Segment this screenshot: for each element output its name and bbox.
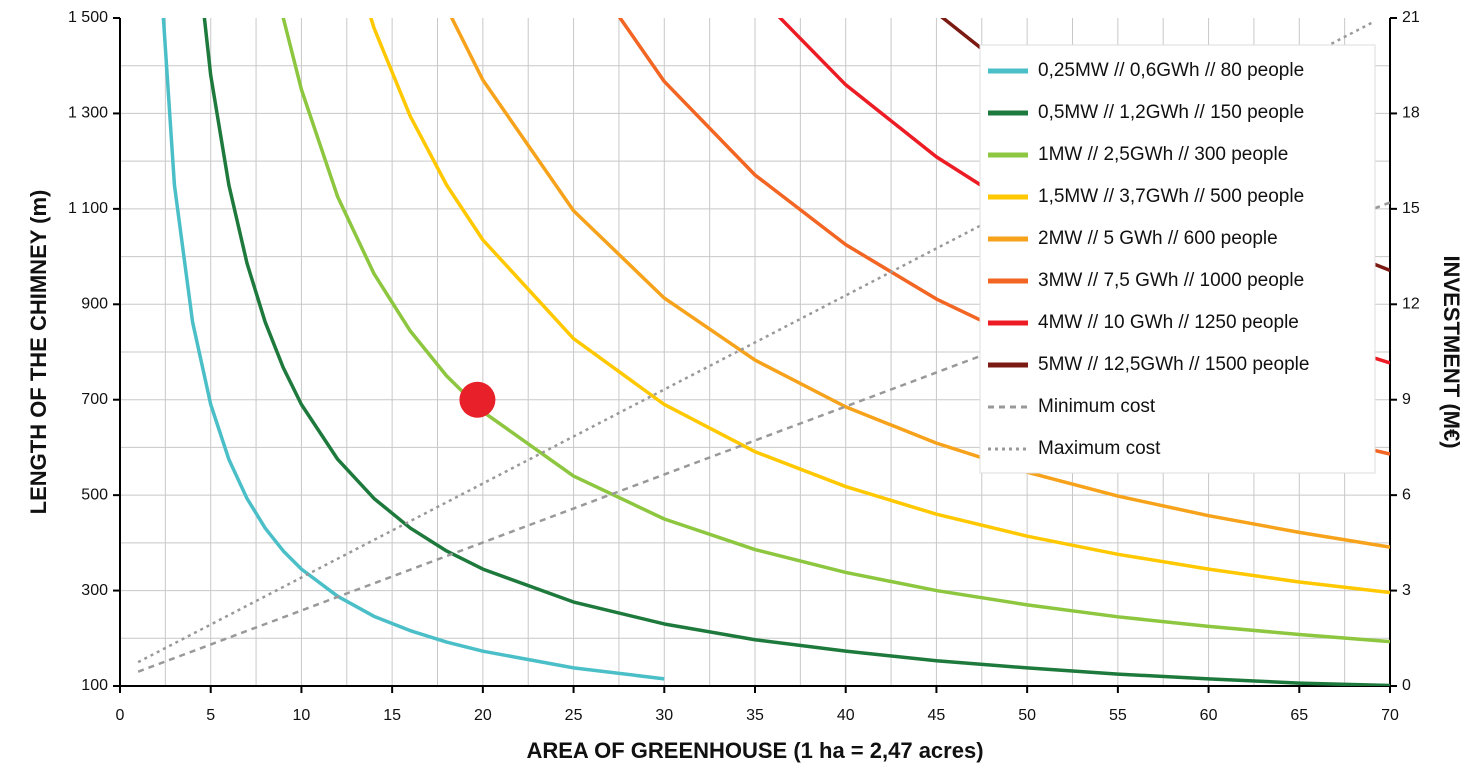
legend-label: 0,5MW // 1,2GWh // 150 people <box>1038 102 1304 123</box>
legend-label: 5MW // 12,5GWh // 1500 people <box>1038 354 1309 375</box>
y-tick-label: 1 100 <box>68 200 108 217</box>
x-tick-label: 65 <box>1290 707 1308 724</box>
series-line <box>202 18 1390 686</box>
legend-label: 2MW // 5 GWh // 600 people <box>1038 228 1278 249</box>
y2-tick-label: 18 <box>1402 105 1420 122</box>
x-tick-label: 40 <box>837 707 855 724</box>
legend-label: Maximum cost <box>1038 438 1161 459</box>
series-line <box>281 18 1390 644</box>
x-tick-label: 60 <box>1200 707 1218 724</box>
legend-label: Minimum cost <box>1038 396 1156 417</box>
y2-tick-label: 6 <box>1402 486 1411 503</box>
x-tick-label: 20 <box>474 707 492 724</box>
x-tick-label: 55 <box>1109 707 1127 724</box>
series-line <box>369 18 1390 595</box>
x-tick-label: 30 <box>655 707 673 724</box>
y-tick-label: 300 <box>81 582 108 599</box>
x-tick-label: 45 <box>928 707 946 724</box>
series-line <box>161 18 665 681</box>
y2-tick-label: 21 <box>1402 9 1420 26</box>
y2-tick-label: 0 <box>1402 677 1411 694</box>
series-line <box>449 18 1390 549</box>
legend-box <box>979 44 1376 474</box>
y2-tick-label: 12 <box>1402 296 1420 313</box>
legend-label: 0,25MW // 0,6GWh // 80 people <box>1038 60 1304 81</box>
y-tick-label: 1 500 <box>68 9 108 26</box>
x-tick-label: 25 <box>565 707 583 724</box>
y-tick-label: 100 <box>81 677 108 694</box>
x-axis-title: AREA OF GREENHOUSE (1 ha = 2,47 acres) <box>526 738 983 763</box>
y2-tick-label: 3 <box>1402 582 1411 599</box>
highlight-point <box>459 381 496 418</box>
x-tick-label: 10 <box>293 707 311 724</box>
x-tick-label: 5 <box>206 707 215 724</box>
x-tick-label: 15 <box>383 707 401 724</box>
y2-tick-label: 9 <box>1402 391 1411 408</box>
y-tick-label: 500 <box>81 486 108 503</box>
y2-tick-label: 15 <box>1402 200 1420 217</box>
y-axis-title: LENGTH OF THE CHIMNEY (m) <box>26 190 51 515</box>
legend-label: 1MW // 2,5GWh // 300 people <box>1038 144 1288 165</box>
legend-label: 3MW // 7,5 GWh // 1000 people <box>1038 270 1304 291</box>
x-tick-label: 0 <box>116 707 125 724</box>
x-tick-label: 50 <box>1018 707 1036 724</box>
x-tick-label: 35 <box>746 707 764 724</box>
legend: 0,25MW // 0,6GWh // 80 people 0,5MW // 1,… <box>979 44 1376 474</box>
y-tick-label: 700 <box>81 391 108 408</box>
y-tick-label: 1 300 <box>68 105 108 122</box>
legend-label: 4MW // 10 GWh // 1250 people <box>1038 312 1299 333</box>
y-tick-label: 900 <box>81 296 108 313</box>
y2-axis-title: INVESTMENT (M€) <box>1439 255 1464 448</box>
x-tick-label: 70 <box>1381 707 1399 724</box>
legend-label: 1,5MW // 3,7GWh // 500 people <box>1038 186 1304 207</box>
